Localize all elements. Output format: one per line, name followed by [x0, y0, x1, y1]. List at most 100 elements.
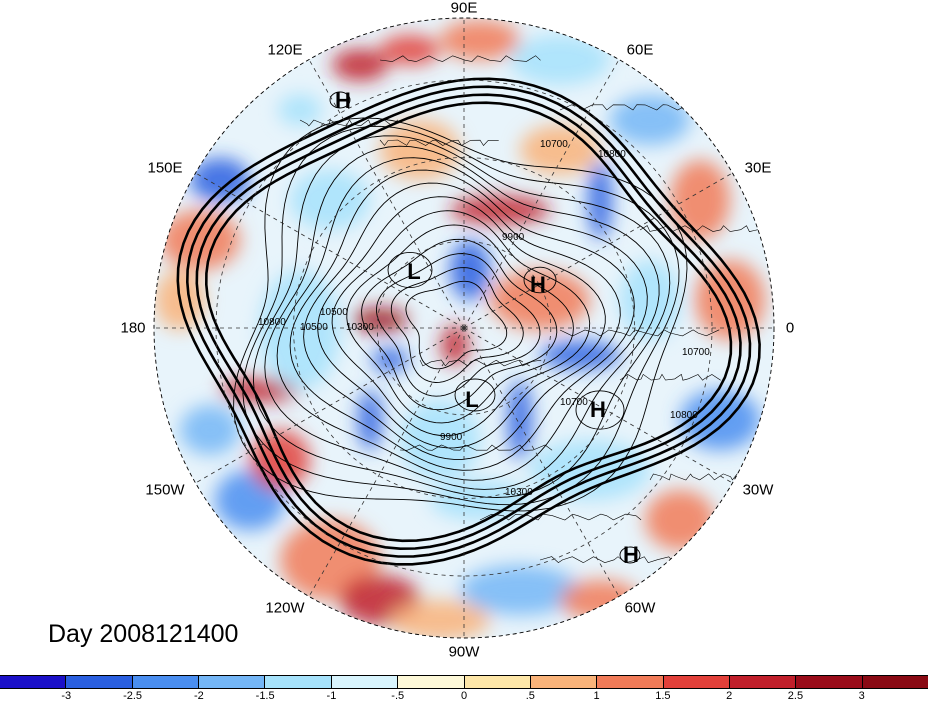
meridian-line	[463, 327, 733, 484]
height-contour	[264, 145, 660, 490]
longitude-label: 30W	[742, 481, 774, 499]
low-pressure-marker: L	[407, 259, 421, 284]
anomaly-patch	[290, 170, 370, 230]
anomaly-patch	[441, 325, 469, 365]
meridian-line	[463, 327, 620, 597]
colorbar-tick-label: -2.5	[123, 690, 143, 702]
latitude-circle	[215, 79, 713, 577]
meridian-line	[308, 59, 465, 329]
high-pressure-marker: H	[530, 272, 546, 297]
longitude-label: 60W	[624, 599, 656, 617]
meridian-line	[463, 59, 620, 329]
high-pressure-marker: H	[590, 397, 606, 422]
anomaly-patch	[610, 95, 690, 145]
colorbar-swatch	[729, 676, 797, 688]
longitude-label: 90E	[450, 0, 478, 17]
colorbar-swatch	[0, 676, 67, 688]
colorbar-tick-label: 1.5	[655, 690, 671, 702]
anomaly-patch	[260, 270, 340, 390]
colorbar-tick-label: .5	[525, 690, 535, 702]
colorbar-swatch	[398, 676, 465, 688]
contour-labels: 10700 10800 9900 10500 10300 10800 10700 10700 1…	[258, 139, 710, 498]
height-contours	[176, 77, 761, 566]
colorbar	[0, 675, 928, 689]
colorbar-tick-label: -1	[326, 690, 337, 702]
colorbar-tick-label: 0	[460, 690, 468, 702]
coastlines	[299, 55, 758, 564]
colorbar-swatch	[464, 676, 531, 688]
colorbar-swatch	[66, 676, 133, 688]
longitude-label: 0	[785, 319, 795, 337]
height-contour	[317, 196, 606, 449]
anomaly-patch	[278, 94, 322, 126]
anomaly-patch	[695, 260, 765, 340]
contour-label: 10700	[540, 139, 568, 150]
meridian-line	[308, 327, 465, 597]
coastline	[399, 444, 553, 451]
colorbar-swatch	[862, 676, 928, 688]
meridian-line	[195, 327, 465, 484]
anomaly-patch	[390, 600, 490, 638]
meridian-line	[463, 172, 733, 329]
anomaly-patch	[352, 308, 408, 332]
closed-contour	[454, 378, 496, 412]
polar-map: 10700 10800 9900 10500 10300 10800 10700 10700 1…	[153, 17, 775, 639]
anomaly-patch	[510, 35, 610, 85]
height-contour	[233, 117, 688, 512]
coastline	[649, 473, 753, 481]
height-contour	[289, 169, 635, 471]
coastline	[539, 556, 680, 564]
longitude-label: 120W	[265, 599, 305, 617]
height-contour	[376, 253, 541, 397]
contour-label: 10300	[346, 322, 374, 333]
anomaly-patch	[645, 490, 715, 550]
jet-contour	[185, 85, 752, 558]
colorbar-tick-label: 1	[593, 690, 600, 702]
low-pressure-marker: L	[465, 387, 479, 412]
longitude-label: 150E	[147, 159, 183, 177]
longitude-label: 150W	[145, 481, 185, 499]
height-contour	[331, 210, 591, 437]
colorbar-tick-label: 3	[858, 690, 865, 702]
anomaly-patch	[620, 260, 680, 340]
colorbar-swatch	[663, 676, 730, 688]
jet-contour	[176, 77, 761, 566]
longitude-label: 30E	[744, 159, 772, 177]
height-contour	[276, 157, 648, 481]
meridian-line	[195, 172, 465, 329]
date-label: Day 2008121400	[48, 620, 239, 648]
contour-label: 9900	[440, 432, 463, 443]
anomaly-patch	[460, 565, 580, 615]
longitude-label: 120E	[267, 41, 303, 59]
colorbar-swatch	[199, 676, 266, 688]
colorbar-tick-label: -1.5	[255, 690, 275, 702]
colorbar-tick-label: -3	[61, 690, 72, 702]
anomaly-patch	[372, 348, 408, 372]
height-contour	[346, 224, 574, 424]
contour-label: 10500	[320, 307, 348, 318]
longitude-label: 90W	[448, 643, 480, 661]
high-pressure-marker: H	[623, 542, 639, 567]
high-pressure-marker: H	[335, 88, 351, 113]
colorbar-swatch	[597, 676, 664, 688]
closed-contour	[387, 251, 433, 289]
coastline	[619, 373, 721, 381]
jet-contour	[195, 93, 742, 551]
colorbar-swatch	[331, 676, 399, 688]
contour-label: 10500	[300, 322, 328, 333]
anomaly-patch	[358, 390, 382, 450]
latitude-circle	[293, 157, 635, 499]
anomaly-patch	[540, 341, 620, 369]
colorbar-tick-label: 2.5	[787, 690, 804, 702]
anomaly-patch	[450, 240, 490, 300]
coastline	[379, 139, 499, 146]
colorbar-swatch	[530, 676, 598, 688]
graticule	[154, 18, 774, 638]
anomaly-patch	[430, 480, 530, 520]
anomaly-patch	[400, 400, 480, 480]
anomaly-patch	[180, 405, 240, 455]
contour-label: 10700	[682, 347, 710, 358]
coastline	[419, 359, 542, 367]
contour-label: 10800	[670, 410, 698, 421]
colorbar-swatch	[265, 676, 332, 688]
